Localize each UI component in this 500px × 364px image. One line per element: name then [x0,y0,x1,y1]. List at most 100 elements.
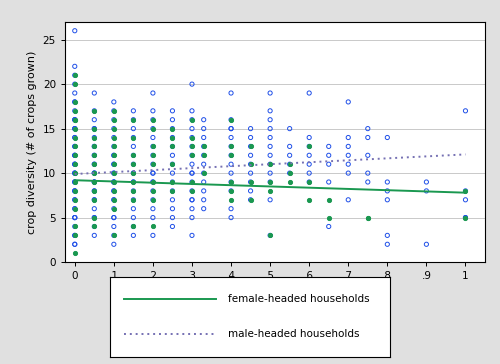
Point [110,188,118,194]
Point [90,223,98,229]
Point [149,143,157,149]
Point [286,143,294,149]
Point [71,179,79,185]
Point [130,117,138,123]
Point [462,215,469,221]
Point [188,117,196,123]
Point [71,28,79,33]
Point [71,117,79,123]
Point [227,188,235,194]
Point [384,188,392,194]
Point [462,188,469,194]
Point [168,179,176,185]
Point [168,188,176,194]
Point [227,153,235,158]
Point [149,188,157,194]
Point [305,170,313,176]
Point [305,90,313,96]
Point [90,188,98,194]
Point [130,223,138,229]
Point [246,143,254,149]
Point [324,223,332,229]
Point [305,179,313,185]
Point [344,135,352,141]
Point [110,179,118,185]
Point [227,143,235,149]
Point [168,135,176,141]
Point [71,117,79,123]
Point [71,81,79,87]
Point [110,108,118,114]
Point [130,188,138,194]
Point [344,197,352,203]
Point [188,153,196,158]
Point [110,197,118,203]
Point [188,233,196,238]
Point [200,153,207,158]
Point [71,126,79,131]
Point [130,117,138,123]
Point [110,161,118,167]
Point [90,143,98,149]
Point [246,197,254,203]
Point [71,99,79,105]
Point [90,126,98,131]
Point [200,153,207,158]
Point [110,99,118,105]
Point [90,161,98,167]
Point [188,188,196,194]
Point [305,143,313,149]
Point [90,161,98,167]
Point [110,170,118,176]
Point [149,143,157,149]
Point [110,170,118,176]
Point [90,179,98,185]
Point [266,170,274,176]
Point [71,215,79,221]
Point [110,126,118,131]
Point [149,197,157,203]
Point [188,126,196,131]
Point [71,135,79,141]
Point [71,153,79,158]
Point [71,223,79,229]
Point [110,179,118,185]
Point [130,223,138,229]
Point [364,126,372,131]
Point [149,215,157,221]
Point [168,126,176,131]
Point [90,197,98,203]
Point [462,215,469,221]
Point [286,161,294,167]
Point [110,153,118,158]
Point [149,117,157,123]
Point [344,143,352,149]
Point [188,108,196,114]
Point [149,153,157,158]
Point [462,197,469,203]
Point [71,63,79,69]
Point [90,188,98,194]
Point [364,179,372,185]
Point [168,153,176,158]
Point [130,179,138,185]
Point [90,135,98,141]
Point [266,135,274,141]
Point [71,215,79,221]
Point [90,179,98,185]
Point [149,135,157,141]
Point [149,153,157,158]
Point [462,215,469,221]
Point [130,197,138,203]
Point [168,117,176,123]
Point [168,197,176,203]
Point [384,241,392,247]
Point [286,179,294,185]
Point [71,206,79,211]
Point [227,197,235,203]
Point [110,135,118,141]
Point [71,188,79,194]
Point [71,233,79,238]
Point [227,135,235,141]
Point [90,179,98,185]
